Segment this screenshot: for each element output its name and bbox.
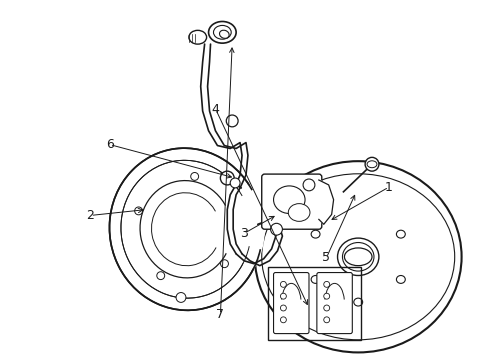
Ellipse shape xyxy=(213,26,231,39)
Ellipse shape xyxy=(219,30,229,39)
Circle shape xyxy=(230,178,240,188)
Text: 4: 4 xyxy=(211,103,219,116)
Circle shape xyxy=(365,157,378,171)
Circle shape xyxy=(157,272,164,280)
Ellipse shape xyxy=(342,243,373,271)
FancyBboxPatch shape xyxy=(316,273,351,334)
Circle shape xyxy=(220,171,234,185)
Ellipse shape xyxy=(261,174,454,340)
Circle shape xyxy=(323,305,329,311)
Circle shape xyxy=(280,293,286,299)
Ellipse shape xyxy=(396,230,405,238)
Text: 1: 1 xyxy=(384,181,392,194)
Circle shape xyxy=(176,293,185,302)
Ellipse shape xyxy=(344,248,371,266)
Ellipse shape xyxy=(151,193,220,266)
Circle shape xyxy=(323,293,329,299)
Text: 2: 2 xyxy=(86,209,94,222)
Circle shape xyxy=(190,172,198,180)
Circle shape xyxy=(270,223,282,235)
Text: 5: 5 xyxy=(322,252,330,265)
Ellipse shape xyxy=(310,275,319,283)
Ellipse shape xyxy=(396,275,405,283)
Text: 6: 6 xyxy=(105,138,113,151)
Circle shape xyxy=(280,305,286,311)
Ellipse shape xyxy=(188,30,206,44)
Circle shape xyxy=(220,260,228,267)
Circle shape xyxy=(226,115,238,127)
Ellipse shape xyxy=(121,160,250,298)
Ellipse shape xyxy=(310,230,319,238)
Circle shape xyxy=(280,282,286,287)
Ellipse shape xyxy=(208,22,236,43)
Ellipse shape xyxy=(353,298,362,306)
Text: 7: 7 xyxy=(216,308,224,321)
Circle shape xyxy=(280,317,286,323)
Circle shape xyxy=(323,282,329,287)
Ellipse shape xyxy=(366,161,376,168)
Ellipse shape xyxy=(254,161,461,352)
Circle shape xyxy=(323,317,329,323)
Ellipse shape xyxy=(288,204,309,221)
Bar xyxy=(267,267,361,341)
FancyBboxPatch shape xyxy=(273,273,308,334)
Ellipse shape xyxy=(337,238,378,275)
Circle shape xyxy=(134,207,142,215)
Circle shape xyxy=(303,179,314,191)
Ellipse shape xyxy=(140,181,231,278)
Wedge shape xyxy=(187,190,264,268)
Ellipse shape xyxy=(273,186,305,213)
FancyBboxPatch shape xyxy=(261,174,321,229)
Text: 3: 3 xyxy=(240,227,248,240)
Ellipse shape xyxy=(109,148,262,310)
Polygon shape xyxy=(318,180,333,224)
